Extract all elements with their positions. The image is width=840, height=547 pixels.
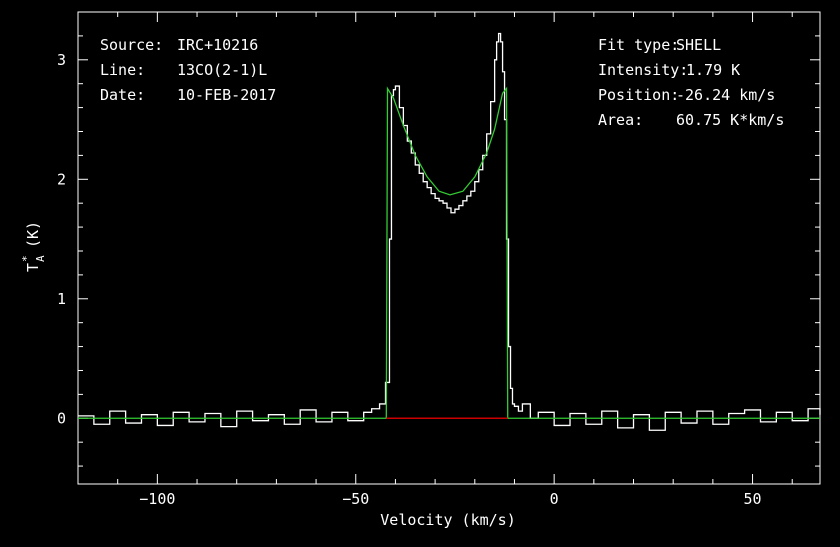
axis-ticks [77,12,820,484]
x-tick-label: 50 [744,490,762,508]
date-value: 10-FEB-2017 [177,86,276,104]
area-value: 60.75 K*km/s [676,111,784,129]
header-left: Source: IRC+10216 Line: 13CO(2-1)L Date:… [100,36,276,104]
area-label: Area: [598,111,643,129]
series-group [78,32,821,431]
intensity-value: 1.79 K [686,61,740,79]
position-value: -26.24 km/s [676,86,775,104]
fit-type-value: SHELL [676,36,721,54]
source-value: IRC+10216 [177,36,258,54]
y-axis-label-sub: A [34,255,47,262]
y-tick-label: 0 [57,409,66,427]
line-value: 13CO(2-1)L [177,61,267,79]
y-tick-label: 3 [57,51,66,69]
source-label: Source: [100,36,163,54]
y-axis-label-sup: * [20,255,33,262]
position-label: Position: [598,86,679,104]
y-axis-label-main: T [24,263,42,272]
spectrum-line [78,32,821,431]
fit-type-label: Fit type: [598,36,679,54]
header-right: Fit type: SHELL Intensity: 1.79 K Positi… [598,36,784,129]
y-axis-label-unit: (K) [24,221,42,248]
y-tick-label: 1 [57,290,66,308]
axis-tick-labels: −100 −50 0 50 0 1 2 3 [57,51,762,508]
y-tick-label: 2 [57,170,66,188]
x-tick-label: 0 [550,490,559,508]
line-label: Line: [100,61,145,79]
plot-frame [77,11,821,485]
x-tick-label: −50 [342,490,369,508]
date-label: Date: [100,86,145,104]
x-tick-label: −100 [139,490,175,508]
shell-fit-line [78,86,820,419]
intensity-label: Intensity: [598,61,688,79]
x-axis-label: Velocity (km/s) [380,511,515,529]
y-axis-label: T * A (K) [20,221,47,272]
